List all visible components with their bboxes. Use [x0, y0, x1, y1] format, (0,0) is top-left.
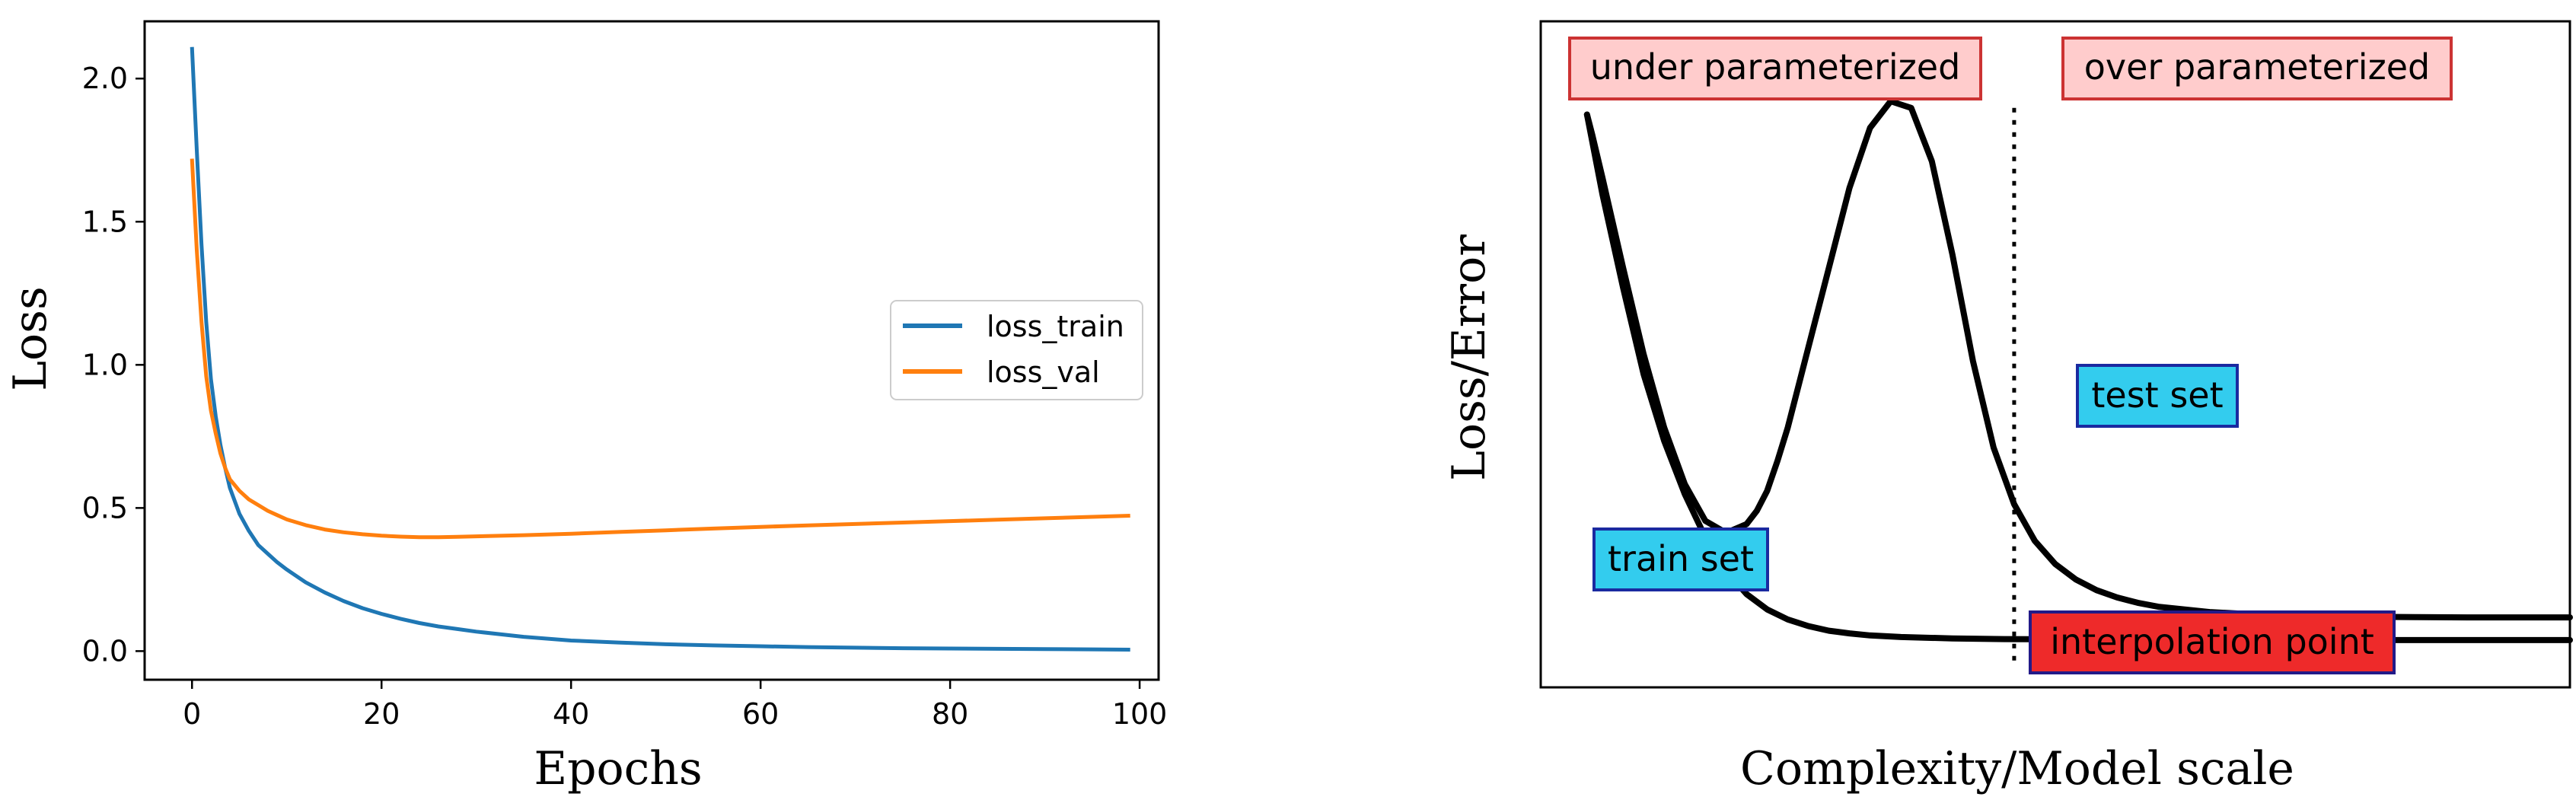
test-set-text: test set — [2091, 375, 2223, 416]
left-x-tick-label: 100 — [1112, 697, 1168, 731]
train-set-label: train set — [1592, 527, 1769, 591]
left-x-ticks: 0 20 40 60 80 100 — [183, 680, 1167, 731]
over-parameterized-label: over parameterized — [2061, 37, 2453, 100]
left-plot-frame — [143, 20, 1160, 681]
under-parameterized-box — [1568, 37, 1982, 100]
right-y-axis-title: Loss/Error — [1443, 234, 1496, 481]
training-loss-chart: 0 20 40 60 80 100 0.0 0.5 1.0 1.5 2.0 loss_train … — [4, 20, 1167, 795]
left-y-tick-label: 1.5 — [82, 205, 128, 238]
train-set-box — [1592, 527, 1769, 591]
over-parameterized-box — [2061, 37, 2453, 100]
interpolation-point-box — [2029, 610, 2396, 674]
double-descent-chart: under parameterized over parameterized t… — [1443, 20, 2573, 795]
left-y-tick-label: 0.5 — [82, 491, 128, 524]
left-x-tick-label: 40 — [553, 697, 589, 731]
under-parameterized-label: under parameterized — [1568, 37, 1982, 100]
legend-label-loss-train: loss_train — [987, 310, 1124, 343]
right-x-axis-title: Complexity/Model scale — [1740, 742, 2294, 795]
test-set-label: test set — [2076, 364, 2239, 428]
left-x-tick-label: 0 — [183, 697, 201, 731]
legend-label-loss-val: loss_val — [987, 355, 1100, 389]
test-set-box — [2076, 364, 2239, 428]
under-parameterized-text: under parameterized — [1590, 46, 1961, 88]
interpolation-point-text: interpolation point — [2050, 621, 2374, 662]
left-y-tick-label: 0.0 — [82, 634, 128, 668]
right-plot-frame — [1539, 20, 2571, 689]
left-y-ticks: 0.0 0.5 1.0 1.5 2.0 — [82, 62, 145, 668]
left-series-lines — [190, 46, 1130, 652]
series-line-loss-val — [190, 158, 1130, 540]
left-y-tick-label: 1.0 — [82, 348, 128, 381]
left-y-axis-title: Loss — [4, 286, 57, 391]
left-x-axis-title: Epochs — [534, 742, 702, 795]
interpolation-point-label: interpolation point — [2029, 610, 2396, 674]
left-y-tick-label: 2.0 — [82, 62, 128, 95]
left-x-tick-label: 20 — [363, 697, 400, 731]
left-x-tick-label: 80 — [932, 697, 968, 731]
left-x-tick-label: 60 — [742, 697, 779, 731]
train-set-text: train set — [1608, 538, 1754, 579]
legend: loss_train loss_val — [890, 300, 1143, 400]
over-parameterized-text: over parameterized — [2084, 46, 2430, 88]
